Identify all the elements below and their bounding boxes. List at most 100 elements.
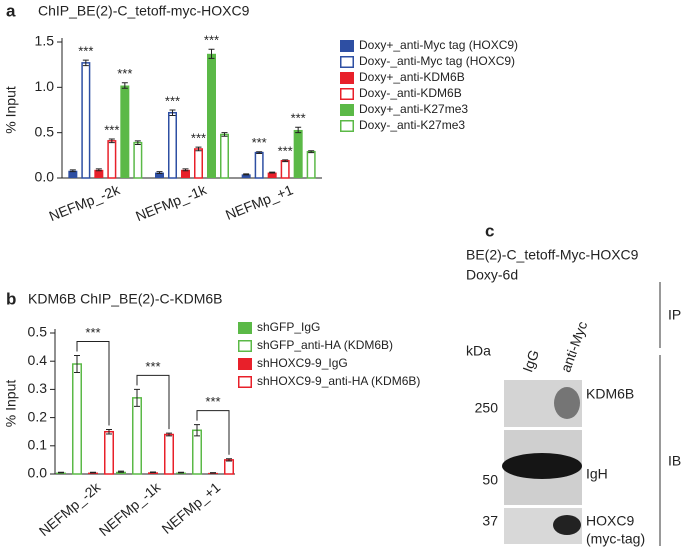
legend-label: shHOXC9-9_IgG bbox=[257, 356, 348, 370]
error-bar bbox=[295, 126, 302, 134]
bar bbox=[104, 430, 114, 475]
legend-label: Doxy+_anti-Myc tag (HOXC9) bbox=[359, 38, 518, 52]
marker-label: 250 bbox=[475, 400, 499, 416]
blot-subtitle: Doxy-6d bbox=[466, 267, 518, 283]
error-bar bbox=[150, 471, 156, 474]
y-tick-label: 1.0 bbox=[35, 78, 55, 94]
error-bar bbox=[108, 138, 115, 144]
band-label: (myc-tag) bbox=[586, 531, 645, 547]
error-bar bbox=[82, 59, 89, 67]
bar bbox=[224, 459, 234, 475]
legend-swatch bbox=[340, 88, 354, 100]
significance-label: *** bbox=[291, 111, 306, 126]
bar bbox=[148, 472, 158, 474]
ip-label: IP bbox=[668, 307, 681, 323]
legend-swatch bbox=[238, 340, 252, 352]
y-tick-label: 0.0 bbox=[35, 169, 55, 185]
error-bar bbox=[134, 140, 141, 145]
y-tick-label: 0.5 bbox=[35, 123, 55, 139]
bar bbox=[133, 141, 143, 179]
chart-title: ChIP_BE(2)-C_tetoff-myc-HOXC9 bbox=[38, 3, 250, 19]
panel-label: b bbox=[6, 289, 16, 308]
significance-label: *** bbox=[104, 122, 119, 137]
panel-label: a bbox=[6, 1, 16, 20]
bracket-label: *** bbox=[145, 359, 160, 374]
bar bbox=[164, 433, 174, 475]
bar bbox=[192, 429, 202, 475]
error-bar bbox=[74, 355, 80, 373]
error-bar bbox=[243, 173, 250, 176]
bar bbox=[220, 133, 229, 179]
bar bbox=[116, 471, 126, 474]
significance-label: *** bbox=[117, 66, 132, 81]
y-tick-label: 0.1 bbox=[28, 437, 48, 453]
error-bar bbox=[156, 171, 163, 174]
legend-label: Doxy+_anti-K27me3 bbox=[359, 102, 468, 116]
error-bar bbox=[106, 428, 112, 435]
error-bar bbox=[118, 470, 124, 473]
bar bbox=[168, 111, 177, 179]
bar bbox=[254, 151, 264, 179]
error-bar bbox=[178, 471, 184, 474]
bracket bbox=[136, 374, 170, 430]
error-bar bbox=[256, 151, 263, 155]
band-label: KDM6B bbox=[586, 386, 634, 402]
error-bar bbox=[269, 171, 276, 174]
bracket-label: *** bbox=[85, 325, 100, 340]
error-bar bbox=[282, 159, 289, 163]
y-tick-label: 0.0 bbox=[28, 465, 48, 481]
bar bbox=[132, 397, 142, 475]
legend-label: shGFP_anti-HA (KDM6B) bbox=[257, 338, 393, 352]
bar bbox=[194, 148, 203, 179]
y-tick-label: 1.5 bbox=[35, 33, 55, 49]
bar bbox=[181, 169, 190, 178]
band-label: HOXC9 bbox=[586, 513, 634, 529]
bar bbox=[81, 62, 91, 179]
marker-label: 50 bbox=[482, 472, 498, 488]
bar bbox=[155, 172, 164, 178]
bar bbox=[94, 169, 104, 178]
x-tick-label: NEFMp_-2k bbox=[47, 181, 123, 224]
legend-swatch bbox=[340, 120, 354, 132]
bar bbox=[107, 140, 117, 179]
bar bbox=[68, 170, 78, 178]
y-tick-label: 0.3 bbox=[28, 380, 48, 396]
error-bar bbox=[194, 424, 200, 437]
x-tick-label: NEFMp_-1k bbox=[96, 478, 164, 539]
bar bbox=[293, 129, 303, 178]
legend-swatch bbox=[340, 40, 354, 52]
error-bar bbox=[195, 146, 202, 152]
error-bar bbox=[226, 458, 232, 462]
legend-swatch bbox=[238, 376, 252, 388]
y-tick-label: 0.2 bbox=[28, 408, 48, 424]
legend-label: Doxy-_anti-Myc tag (HOXC9) bbox=[359, 54, 515, 68]
error-bar bbox=[308, 150, 315, 154]
significance-label: *** bbox=[191, 131, 206, 146]
legend-label: shHOXC9-9_anti-HA (KDM6B) bbox=[257, 374, 420, 388]
bar bbox=[72, 363, 82, 475]
error-bar bbox=[90, 471, 96, 474]
error-bar bbox=[208, 48, 215, 59]
bar bbox=[120, 85, 130, 178]
bar bbox=[207, 53, 216, 178]
error-bar bbox=[58, 471, 64, 474]
band bbox=[553, 515, 581, 535]
band bbox=[554, 387, 580, 419]
x-tick-label: NEFMp_+1 bbox=[223, 181, 295, 223]
error-bar bbox=[221, 132, 228, 137]
band-label: IgH bbox=[586, 466, 608, 482]
bar bbox=[267, 172, 277, 178]
lane-label: anti-Myc bbox=[557, 319, 590, 374]
significance-label: *** bbox=[278, 143, 293, 158]
significance-label: *** bbox=[165, 93, 180, 108]
error-bar bbox=[182, 168, 189, 172]
significance-label: *** bbox=[252, 135, 267, 150]
y-axis-label: % Input bbox=[3, 380, 19, 428]
legend-swatch bbox=[340, 72, 354, 84]
error-bar bbox=[69, 169, 76, 173]
x-tick-label: NEFMp_-2k bbox=[36, 478, 104, 539]
significance-label: *** bbox=[204, 33, 219, 48]
panel-c: c BE(2)-C_tetoff-Myc-HOXC9 Doxy-6d IgG a… bbox=[466, 221, 681, 546]
bar bbox=[306, 150, 316, 179]
